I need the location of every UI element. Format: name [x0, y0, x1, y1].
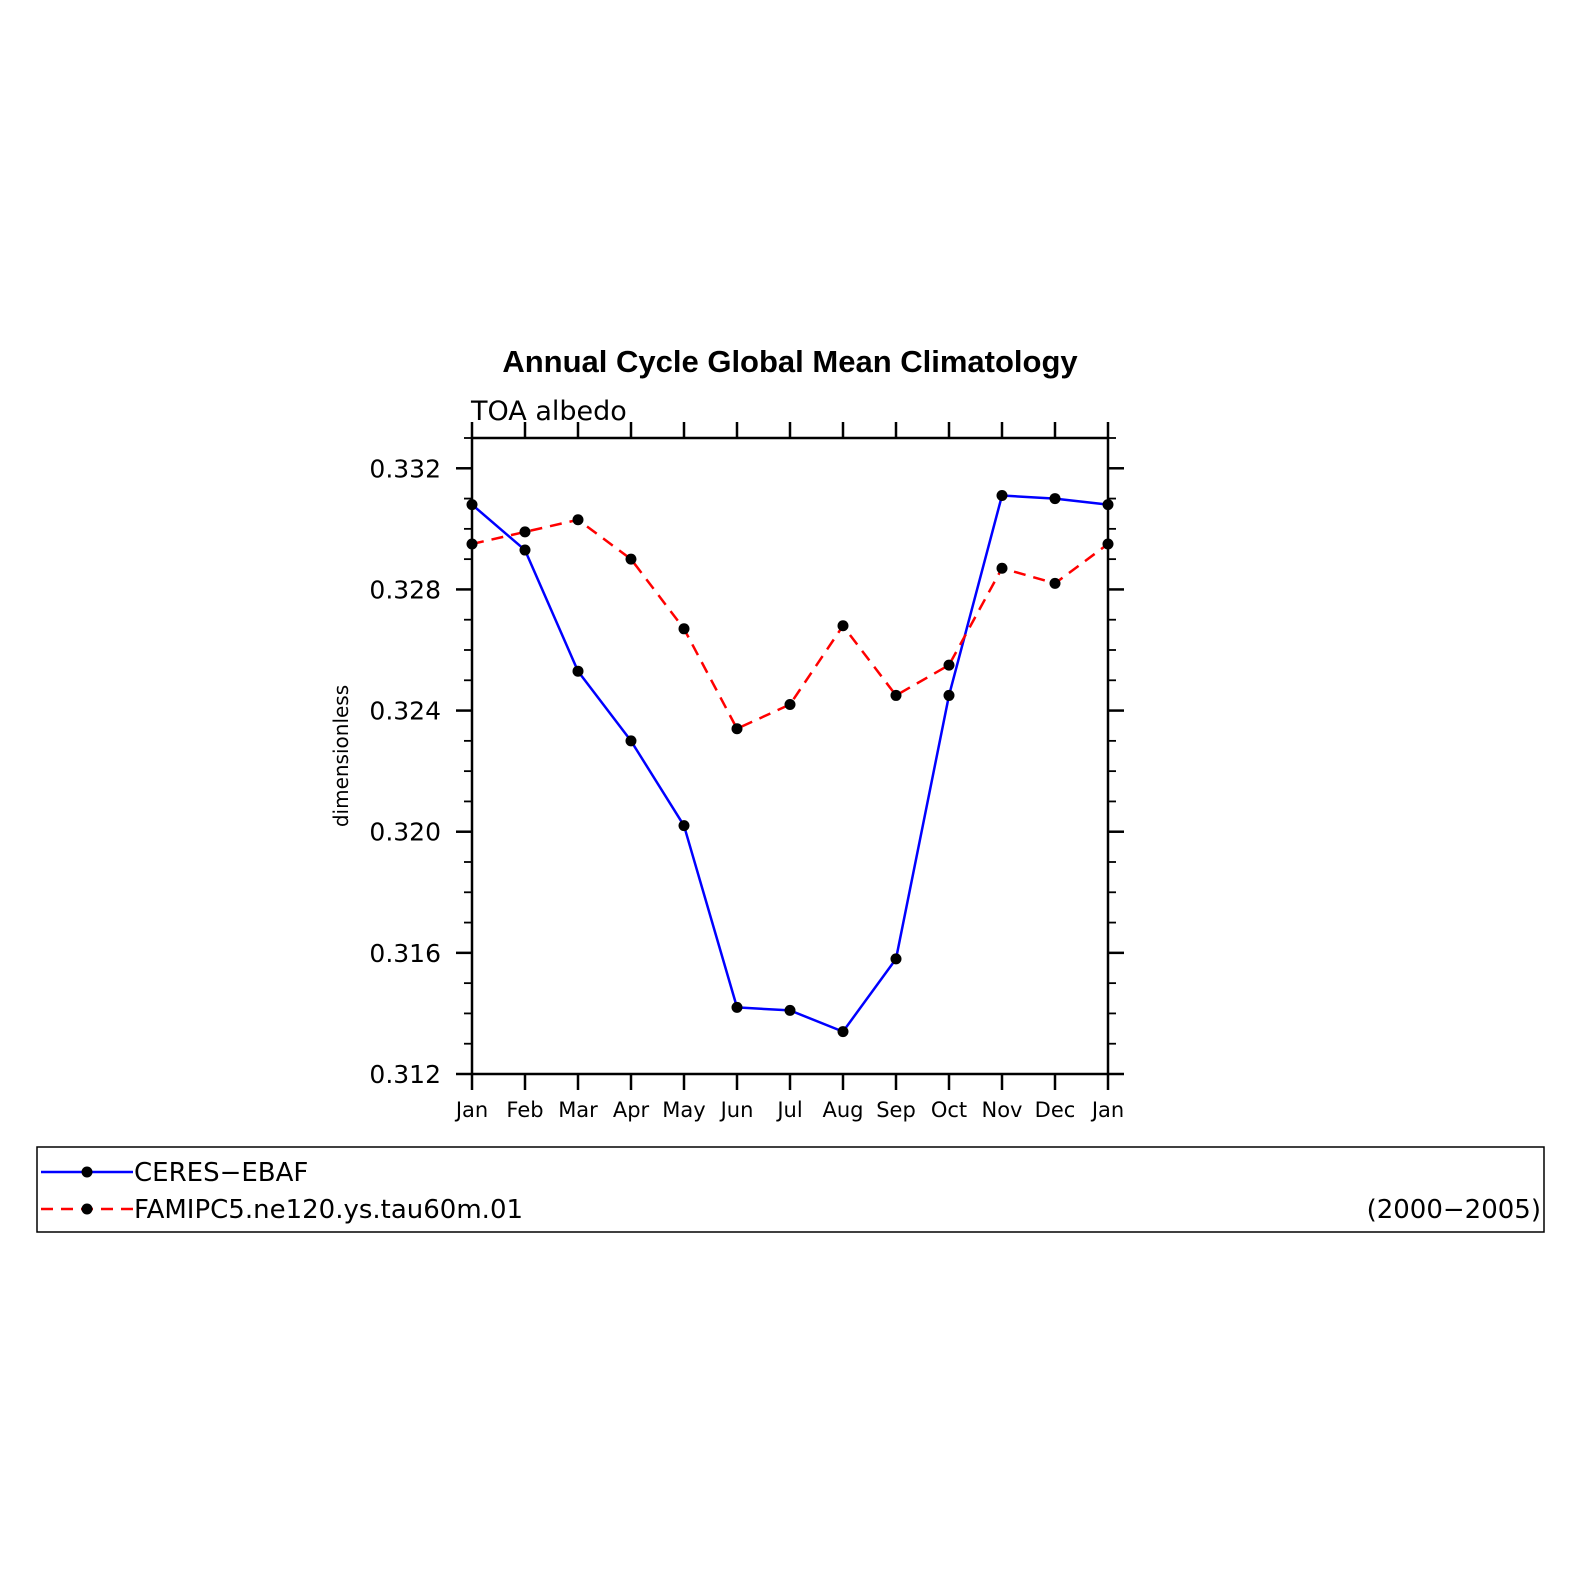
x-tick-label: Jan — [1090, 1098, 1124, 1122]
series-1-point — [731, 723, 743, 735]
series-1-point — [890, 689, 902, 701]
series-line-1 — [471, 518, 1109, 730]
series-1-point — [625, 553, 637, 565]
series-1-point — [678, 623, 690, 635]
x-tick-label: Feb — [506, 1098, 543, 1122]
x-tick-label: Nov — [982, 1098, 1023, 1122]
series-0-point — [572, 665, 584, 677]
legend-box — [36, 1146, 1545, 1233]
series-0-point — [784, 1004, 796, 1016]
legend-label-0: CERES−EBAF — [134, 1158, 308, 1188]
x-tick-label: May — [662, 1098, 705, 1122]
x-tick-label: Mar — [558, 1098, 598, 1122]
y-axis-label: dimensionless — [329, 685, 353, 827]
series-layer — [466, 490, 1114, 1038]
legend-marker-1 — [81, 1203, 93, 1215]
series-0-point — [678, 820, 690, 832]
y-tick-label: 0.320 — [369, 818, 441, 847]
axis-ticks — [456, 422, 1124, 1090]
series-0-point — [519, 544, 531, 556]
x-tick-labels: Jan Feb Mar Apr May Jun Jul Aug Sep Oct Nov Dec Jan — [454, 1098, 1124, 1122]
x-tick-label: Jan — [454, 1098, 488, 1122]
x-tick-label: Jun — [719, 1098, 754, 1122]
series-1-point — [572, 514, 584, 526]
series-line-0 — [471, 494, 1109, 1033]
y-tick-label: 0.316 — [369, 939, 441, 968]
legend-label-1: FAMIPC5.ne120.ys.tau60m.01 — [134, 1195, 523, 1225]
y-tick-label: 0.332 — [369, 454, 441, 483]
x-tick-label: Sep — [876, 1098, 916, 1122]
chart-subtitle: TOA albedo — [470, 396, 627, 427]
x-tick-label: Apr — [613, 1098, 650, 1122]
series-0-point — [890, 953, 902, 965]
series-1-point — [519, 526, 531, 538]
series-0-point — [1049, 493, 1061, 505]
y-tick-labels: 0.312 0.316 0.320 0.324 0.328 0.332 — [369, 454, 441, 1089]
x-tick-label: Oct — [931, 1098, 967, 1122]
series-0-point — [1102, 499, 1114, 511]
x-tick-label: Dec — [1035, 1098, 1076, 1122]
series-1-point — [1102, 538, 1114, 550]
legend-marker-0 — [81, 1166, 93, 1178]
y-tick-label: 0.328 — [369, 575, 441, 604]
x-tick-label: Jul — [775, 1098, 802, 1122]
y-tick-label: 0.324 — [369, 697, 441, 726]
y-tick-label: 0.312 — [369, 1060, 441, 1089]
series-1-point — [1049, 577, 1061, 589]
legend: CERES−EBAF FAMIPC5.ne120.ys.tau60m.01 — [41, 1158, 523, 1225]
series-1-point — [996, 562, 1008, 574]
series-1-point — [466, 538, 478, 550]
series-0-point — [731, 1001, 743, 1013]
series-0-point — [466, 499, 478, 511]
plot-frame — [470, 436, 1110, 1076]
series-1-point — [837, 620, 849, 632]
series-0-point — [837, 1026, 849, 1038]
series-0-point — [943, 689, 955, 701]
series-1-point — [784, 699, 796, 711]
series-0-point — [625, 735, 637, 747]
series-1-point — [943, 659, 955, 671]
chart-title: Annual Cycle Global Mean Climatology — [502, 344, 1078, 379]
legend-period-label: (2000−2005) — [1367, 1195, 1541, 1225]
series-0-point — [996, 490, 1008, 502]
x-tick-label: Aug — [822, 1098, 863, 1122]
